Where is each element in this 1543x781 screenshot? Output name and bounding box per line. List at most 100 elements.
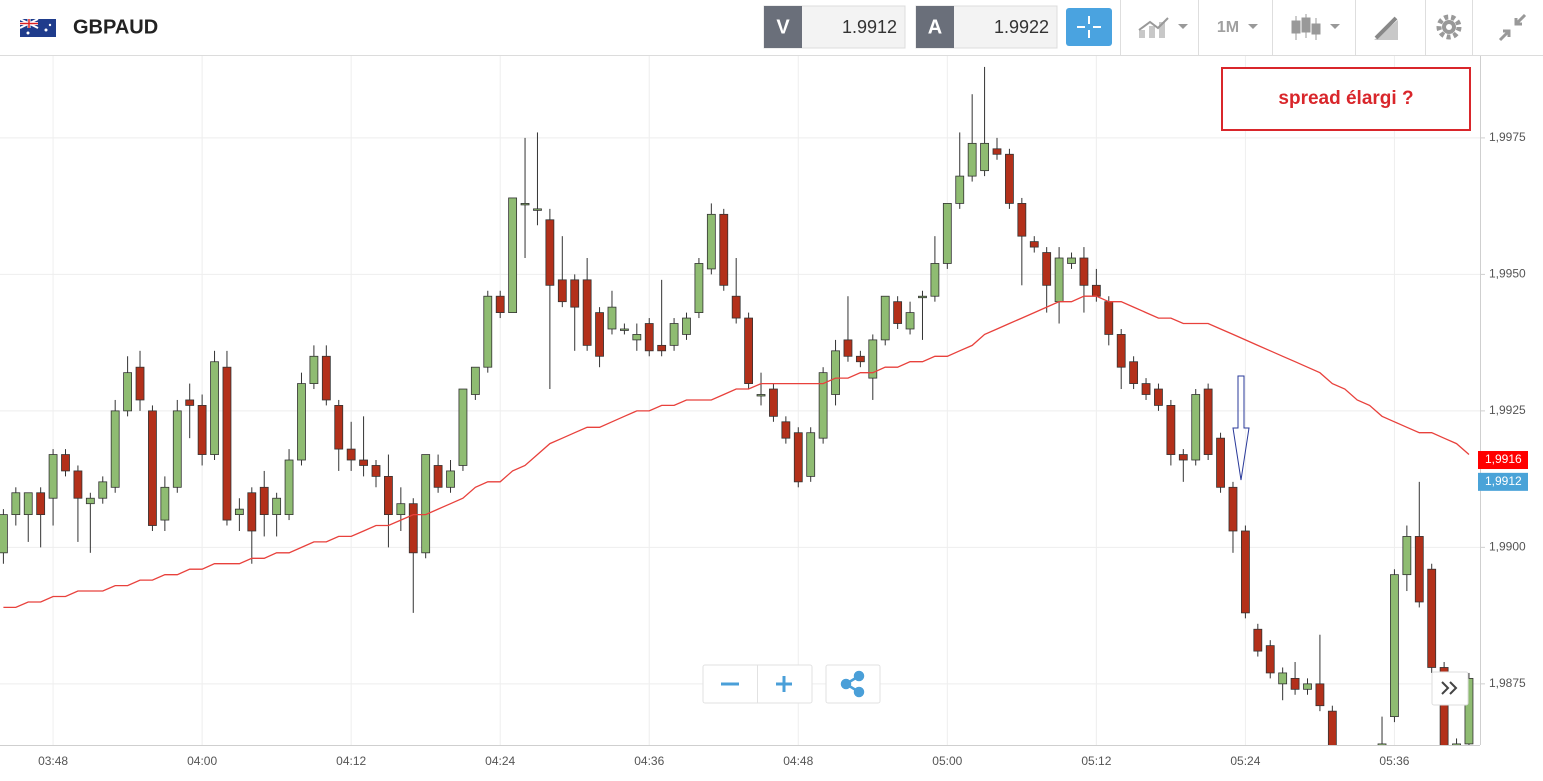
candle-body	[48, 454, 58, 499]
candle-body	[321, 355, 331, 401]
candle	[85, 492, 95, 553]
candle	[607, 290, 617, 335]
candle-body	[272, 497, 282, 516]
candle-body	[1029, 241, 1039, 248]
candle-body	[1154, 388, 1163, 406]
candle-body	[893, 301, 903, 324]
candle-body	[880, 295, 890, 341]
candle-body	[1253, 628, 1263, 652]
candle	[1005, 148, 1014, 209]
ask-letter-bg	[916, 6, 954, 48]
candle	[905, 301, 915, 335]
candle	[123, 356, 132, 417]
candle-body	[234, 508, 244, 516]
candle	[309, 345, 319, 390]
x-tick-label: 05:00	[932, 754, 962, 768]
candle	[1054, 247, 1064, 324]
candle-body	[61, 454, 70, 472]
candle	[1228, 481, 1238, 553]
candle-body	[843, 339, 853, 357]
candle-body	[85, 497, 95, 505]
candle	[694, 258, 704, 319]
scroll-end-button[interactable]	[1431, 671, 1469, 706]
candle	[197, 394, 207, 466]
candle	[930, 236, 940, 302]
candle-body	[1452, 743, 1461, 745]
annotation-box	[1221, 67, 1471, 131]
candle	[98, 476, 108, 504]
candle-body	[1327, 710, 1337, 745]
y-tick-label: 1,9950	[1489, 267, 1526, 281]
candle-body	[1005, 153, 1014, 204]
candle-body	[1290, 677, 1300, 690]
candle-body	[868, 339, 878, 379]
candle-body	[483, 295, 493, 368]
ask-price: 1.9922	[994, 17, 1049, 37]
candle	[483, 290, 493, 373]
candle-body	[694, 263, 704, 314]
settings-button[interactable]	[1436, 14, 1462, 40]
x-tick-label: 03:48	[38, 754, 68, 768]
candle	[942, 203, 952, 269]
collapse-button[interactable]	[1498, 13, 1527, 42]
drawing-button[interactable]	[1374, 16, 1398, 40]
candle	[1353, 766, 1361, 781]
candle	[620, 323, 629, 335]
candle	[284, 449, 294, 521]
candle	[433, 454, 443, 493]
candle	[1303, 678, 1312, 695]
y-tick-label: 1,9875	[1489, 676, 1526, 690]
candle-body	[781, 421, 791, 439]
candle-body	[222, 366, 232, 521]
candle	[918, 290, 927, 340]
candle-body	[371, 465, 381, 477]
candle	[1203, 383, 1213, 461]
candle-body	[172, 410, 182, 488]
candle	[359, 416, 368, 477]
symbol: GBPAUD	[73, 16, 158, 38]
candle	[135, 350, 145, 411]
candle-body	[346, 448, 356, 461]
indicator-button[interactable]	[1138, 17, 1188, 38]
candle-body	[942, 203, 952, 264]
candle-body	[284, 459, 294, 516]
crosshair-icon	[1077, 16, 1101, 38]
candle	[297, 372, 306, 466]
share-button[interactable]	[825, 664, 881, 704]
candle-body	[1178, 454, 1188, 461]
candle	[396, 487, 406, 531]
plot-area	[0, 66, 1474, 781]
candle	[570, 274, 580, 351]
candle	[533, 132, 542, 226]
zoom-in[interactable]	[776, 676, 792, 692]
candle	[470, 366, 480, 400]
candle	[495, 290, 505, 319]
candle	[1116, 328, 1126, 390]
crosshair-button[interactable]	[1066, 8, 1112, 46]
axes: 1,9875 1,9900 1,9925 1,9950 1,9975 03:48 04:00…	[38, 130, 1528, 768]
candle	[160, 476, 170, 531]
chart-type-button[interactable]	[1291, 14, 1340, 40]
candle-body	[0, 514, 8, 554]
candle-body	[793, 432, 803, 483]
toolbar: GBPAUD V 1.9912 A 1.9922 1M	[0, 0, 1543, 56]
candle	[669, 318, 679, 351]
candle	[1341, 749, 1349, 781]
candle-body	[359, 459, 368, 466]
toolbar-separators	[1120, 0, 1473, 55]
candle-body	[918, 295, 927, 299]
timeframe[interactable]: 1M	[1217, 19, 1239, 36]
x-tick-label: 04:00	[187, 754, 217, 768]
candle	[1191, 389, 1201, 466]
candle-body	[756, 394, 766, 397]
x-tick-label: 05:12	[1081, 754, 1111, 768]
candle-body	[632, 334, 642, 341]
candle	[61, 449, 70, 477]
candle	[73, 465, 83, 542]
candle-body	[1390, 574, 1399, 718]
candle-body	[644, 323, 654, 352]
price-tag-label: 1,9912	[1485, 474, 1522, 488]
candle-body	[1366, 760, 1374, 781]
candle	[793, 427, 803, 488]
candle	[955, 132, 965, 209]
